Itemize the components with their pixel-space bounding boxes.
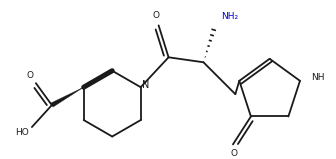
Polygon shape (84, 69, 113, 87)
Text: O: O (152, 11, 159, 20)
Polygon shape (51, 87, 84, 107)
Text: HO: HO (15, 128, 29, 137)
Text: NH₂: NH₂ (221, 12, 238, 21)
Text: O: O (230, 149, 238, 158)
Text: NH: NH (311, 73, 325, 82)
Text: N: N (142, 80, 149, 90)
Text: O: O (27, 71, 33, 80)
